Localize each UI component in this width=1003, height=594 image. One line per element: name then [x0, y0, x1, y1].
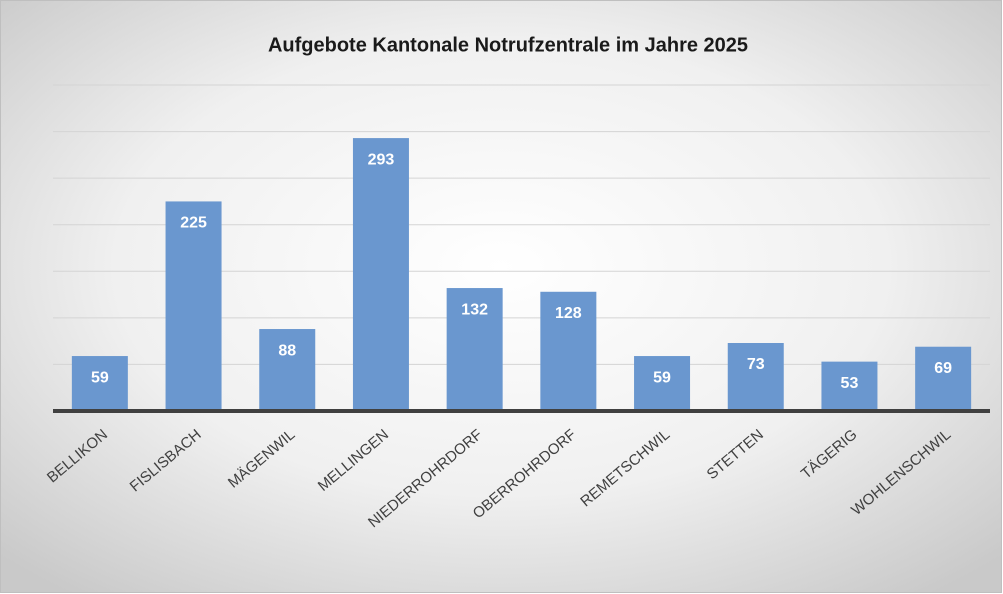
- data-label: 59: [653, 369, 671, 386]
- bar: [71, 356, 128, 411]
- data-label: 225: [180, 215, 207, 232]
- bar: [259, 329, 316, 411]
- chart-title: Aufgebote Kantonale Notrufzentrale im Ja…: [268, 34, 748, 56]
- data-label: 88: [278, 342, 296, 359]
- data-label: 132: [461, 301, 488, 318]
- data-label: 128: [555, 305, 582, 322]
- data-label: 53: [841, 375, 859, 392]
- bar: [821, 361, 878, 411]
- data-label: 293: [368, 151, 395, 168]
- bar: [540, 291, 597, 411]
- bar: [634, 356, 691, 411]
- data-label: 69: [934, 360, 952, 377]
- bar: [165, 201, 222, 411]
- bar: [446, 288, 503, 411]
- data-label: 59: [91, 369, 109, 386]
- bar: [352, 138, 409, 411]
- bar: [915, 346, 972, 411]
- bar: [727, 343, 784, 411]
- data-label: 73: [747, 356, 765, 373]
